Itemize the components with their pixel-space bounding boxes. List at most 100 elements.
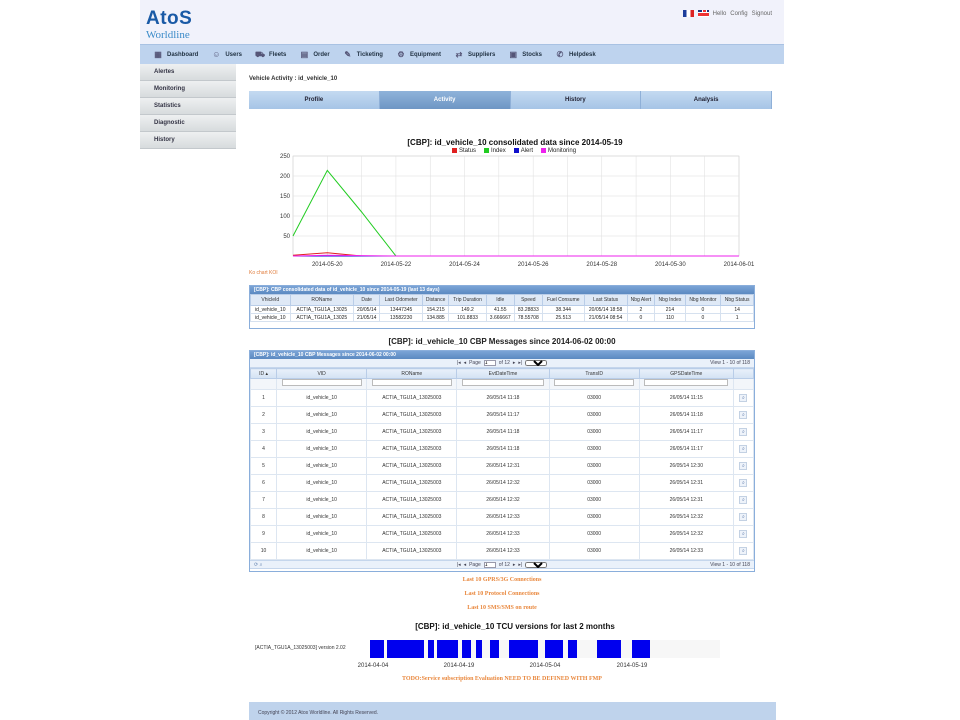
summary-header[interactable]: Date	[352, 294, 381, 306]
summary-header[interactable]: Idle	[485, 294, 515, 306]
sidebar-item-diagnostic[interactable]: Diagnostic	[140, 115, 236, 132]
view-details-icon[interactable]: ⌕	[739, 547, 748, 555]
page-of-label: of 12	[498, 561, 510, 568]
gprs-connections-link[interactable]: Last 10 GPRS/3G Connections	[462, 577, 542, 583]
filter-cell	[249, 378, 278, 390]
rows-per-page-select[interactable]: 10	[525, 360, 548, 366]
order-icon: ▤	[300, 50, 309, 59]
table-row[interactable]: 7 id_vehicle_10 ACTIA_TGU1A_13025003 26/05/…	[249, 491, 755, 509]
table-row[interactable]: 6 id_vehicle_10 ACTIA_TGU1A_13025003 26/05/…	[249, 474, 755, 492]
filter-input-roname[interactable]	[371, 379, 452, 386]
tab-activity[interactable]: Activity	[379, 91, 511, 109]
helpdesk-icon: ✆	[556, 50, 564, 59]
summary-header[interactable]: Trip Duration	[448, 294, 487, 306]
summary-header[interactable]: Speed	[513, 294, 543, 306]
protocol-connections-link[interactable]: Last 10 Protocol Connections	[464, 591, 540, 597]
view-details-icon[interactable]: ⌕	[739, 530, 748, 538]
table-cell: 8	[249, 508, 278, 526]
column-header-id[interactable]: ID ▴	[249, 368, 278, 379]
summary-header[interactable]: Distance	[421, 294, 450, 306]
table-row[interactable]: 2 id_vehicle_10 ACTIA_TGU1A_13025003 26/05/…	[249, 406, 755, 424]
prev-page-icon[interactable]: ◂	[463, 360, 467, 366]
summary-header[interactable]: Last Status	[583, 294, 628, 306]
tab-history[interactable]: History	[510, 91, 642, 109]
sms-link[interactable]: Last 10 SMS/SMS on route	[467, 605, 537, 611]
footer: Copyright © 2012 Atos Worldline. All Rig…	[249, 702, 776, 720]
filter-input-evtdatetime[interactable]	[461, 379, 544, 386]
row-action-cell: ⌕	[732, 542, 755, 560]
sidebar-item-statistics[interactable]: Statistics	[140, 98, 236, 115]
table-row[interactable]: 4 id_vehicle_10 ACTIA_TGU1A_13025003 26/05/…	[249, 440, 755, 458]
summary-header[interactable]: VhicleId	[250, 294, 291, 306]
english-flag-icon[interactable]	[697, 10, 709, 17]
french-flag-icon[interactable]	[682, 10, 694, 17]
table-row[interactable]: 1 id_vehicle_10 ACTIA_TGU1A_13025003 26/05/…	[249, 389, 755, 407]
summary-header[interactable]: Nbg Monitor	[684, 294, 722, 306]
sidebar-item-monitoring[interactable]: Monitoring	[140, 81, 236, 98]
todo-text: TODO:Service subscription Evaluation NEE…	[402, 676, 602, 682]
filter-input-vid[interactable]	[281, 379, 362, 386]
column-header-roname[interactable]: ROName	[366, 368, 458, 379]
tab-analysis[interactable]: Analysis	[641, 91, 772, 109]
nav-fleets[interactable]: ⛟ Fleets	[250, 45, 294, 65]
view-details-icon[interactable]: ⌕	[739, 445, 748, 453]
nav-suppliers[interactable]: ⇄ Suppliers	[449, 45, 503, 65]
view-details-icon[interactable]: ⌕	[739, 411, 748, 419]
summary-header[interactable]: ROName	[289, 294, 354, 306]
page-input[interactable]	[483, 360, 496, 366]
sidebar-item-alertes[interactable]: Alertes	[140, 64, 236, 81]
last-page-icon[interactable]: ▸|	[518, 360, 523, 366]
summary-header[interactable]: Last Odometer	[379, 294, 423, 306]
last-page-icon[interactable]: ▸|	[518, 561, 523, 568]
atos-logo[interactable]: AtoS Worldline	[146, 8, 192, 41]
table-row[interactable]: 10 id_vehicle_10 ACTIA_TGU1A_13025003 26/05…	[249, 542, 755, 560]
column-header-transid[interactable]: TransID	[548, 368, 640, 379]
refresh-icon[interactable]: ⟳ ⌕	[254, 561, 263, 568]
column-header-evtdatetime[interactable]: EvtDateTime	[456, 368, 550, 379]
summary-header[interactable]: Fuel Consume	[541, 294, 585, 306]
summary-header[interactable]: Nbg Status	[720, 294, 754, 306]
view-details-icon[interactable]: ⌕	[739, 462, 748, 470]
tab-profile[interactable]: Profile	[249, 91, 380, 109]
table-row[interactable]: 3 id_vehicle_10 ACTIA_TGU1A_13025003 26/05/…	[249, 423, 755, 441]
rows-per-page-select[interactable]: 10	[525, 561, 548, 568]
summary-cell: 0	[684, 313, 722, 322]
nav-users[interactable]: ☺ Users	[206, 45, 250, 65]
view-details-icon[interactable]: ⌕	[739, 513, 748, 521]
filter-input-gpsdatetime[interactable]	[644, 379, 729, 386]
signout-link[interactable]: Signout	[751, 10, 772, 17]
config-link[interactable]: Config	[730, 10, 748, 17]
first-page-icon[interactable]: |◂	[456, 360, 461, 366]
nav-stocks[interactable]: ▣ Stocks	[503, 45, 550, 65]
nav-helpdesk[interactable]: ✆ Helpdesk	[550, 45, 604, 65]
view-details-icon[interactable]: ⌕	[739, 394, 748, 402]
nav-dashboard[interactable]: ▦ Dashboard	[148, 45, 206, 65]
view-details-icon[interactable]: ⌕	[739, 479, 748, 487]
column-header-gpsdatetime[interactable]: GPSDateTime	[638, 368, 734, 379]
summary-cell: 78.55708	[513, 313, 543, 322]
filter-input-transid[interactable]	[554, 379, 635, 386]
nav-equipment[interactable]: ⚙ Equipment	[391, 45, 449, 65]
table-row[interactable]: 8 id_vehicle_10 ACTIA_TGU1A_13025003 26/05/…	[249, 508, 755, 526]
next-page-icon[interactable]: ▸	[512, 360, 516, 366]
first-page-icon[interactable]: |◂	[456, 561, 461, 568]
table-cell: 26/05/14 11:15	[638, 389, 734, 407]
summary-cell: 20/05/14 18:58	[583, 305, 628, 314]
page-input[interactable]	[483, 561, 496, 568]
nav-label: Ticketing	[356, 51, 383, 58]
table-row[interactable]: 5 id_vehicle_10 ACTIA_TGU1A_13025003 26/05/…	[249, 457, 755, 475]
view-details-icon[interactable]: ⌕	[739, 428, 748, 436]
prev-page-icon[interactable]: ◂	[463, 561, 467, 568]
summary-header[interactable]: Nbg Index	[654, 294, 686, 306]
next-page-icon[interactable]: ▸	[512, 561, 516, 568]
table-cell: 26/05/14 12:31	[638, 491, 734, 509]
hello-link[interactable]: Hello	[712, 10, 727, 17]
nav-ticketing[interactable]: ✎ Ticketing	[338, 45, 391, 65]
summary-header[interactable]: Nbg Alert	[626, 294, 656, 306]
table-row[interactable]: 9 id_vehicle_10 ACTIA_TGU1A_13025003 26/05/…	[249, 525, 755, 543]
view-details-icon[interactable]: ⌕	[739, 496, 748, 504]
column-header-vid[interactable]: VID	[276, 368, 368, 379]
nav-order[interactable]: ▤ Order	[294, 45, 337, 65]
legend-item: Monitoring	[541, 148, 576, 154]
sidebar-item-history[interactable]: History	[140, 132, 236, 149]
